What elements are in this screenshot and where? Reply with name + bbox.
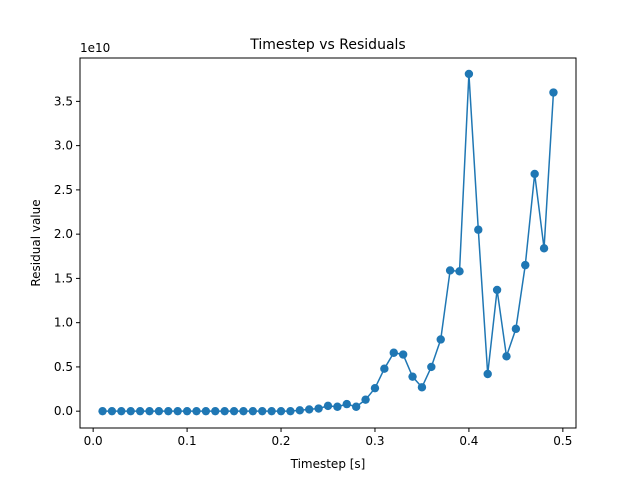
data-point xyxy=(521,260,530,270)
x-tick-label: 0.4 xyxy=(459,434,478,448)
data-point xyxy=(154,406,164,416)
data-point xyxy=(530,169,539,179)
data-point xyxy=(286,406,295,416)
y-axis: 0.0 0.5 1.0 1.5 2.0 2.5 3.0 3.5 xyxy=(54,94,80,418)
axes-frame xyxy=(79,57,577,429)
chart-title: Timestep vs Residuals xyxy=(249,37,405,53)
data-point xyxy=(361,395,370,404)
x-tick-label: 0.2 xyxy=(271,434,290,448)
data-point xyxy=(502,352,511,361)
y-tick-label: 0.5 xyxy=(54,360,73,374)
data-point xyxy=(408,372,417,381)
x-tick-label: 0.1 xyxy=(178,434,197,448)
data-point xyxy=(276,406,286,416)
data-point xyxy=(107,406,117,416)
data-point xyxy=(314,404,323,413)
x-tick-label: 0.0 xyxy=(84,434,103,448)
data-point xyxy=(182,406,192,416)
y-tick-label: 1.0 xyxy=(54,316,73,330)
data-point xyxy=(445,266,455,275)
y-tick-label: 0.0 xyxy=(54,404,73,418)
data-point xyxy=(333,402,342,411)
data-point xyxy=(539,244,549,253)
y-tick-label: 3.0 xyxy=(54,139,73,153)
y-tick-label: 1.5 xyxy=(54,271,73,285)
data-point xyxy=(248,406,258,416)
data-point xyxy=(211,406,220,416)
data-point xyxy=(126,406,135,416)
data-point xyxy=(295,406,305,415)
data-point xyxy=(220,406,229,416)
data-point xyxy=(474,225,483,234)
x-axis: 0.0 0.1 0.2 0.3 0.4 0.5 xyxy=(84,428,572,448)
x-tick-label: 0.5 xyxy=(553,434,572,448)
data-point xyxy=(98,406,107,416)
y-axis-label: Residual value xyxy=(29,199,43,286)
data-point xyxy=(342,399,351,409)
data-point xyxy=(511,324,521,334)
data-point xyxy=(380,364,389,373)
data-point xyxy=(436,335,445,344)
data-point xyxy=(164,406,173,416)
data-point xyxy=(145,406,154,416)
data-point xyxy=(464,69,474,79)
data-point xyxy=(398,350,408,359)
data-point xyxy=(229,406,239,416)
data-point xyxy=(427,362,436,372)
data-point xyxy=(492,285,502,295)
y-tick-label: 2.0 xyxy=(54,227,73,241)
data-point xyxy=(192,406,201,416)
data-point xyxy=(549,88,558,97)
data-point xyxy=(135,406,145,416)
data-point xyxy=(173,406,182,416)
data-point xyxy=(455,267,464,276)
data-point xyxy=(351,402,361,411)
y-tick-label: 2.5 xyxy=(54,183,73,197)
series-layer xyxy=(98,69,558,416)
data-point xyxy=(389,348,398,357)
data-point xyxy=(258,406,267,416)
data-point xyxy=(305,405,314,414)
data-point xyxy=(117,406,126,416)
y-offset-label: 1e10 xyxy=(80,41,110,55)
data-point xyxy=(323,401,333,411)
data-point xyxy=(239,406,248,416)
data-point xyxy=(483,369,492,379)
data-point xyxy=(370,383,380,393)
x-axis-label: Timestep [s] xyxy=(290,457,366,471)
data-point xyxy=(417,383,427,392)
y-tick-label: 3.5 xyxy=(54,94,73,108)
data-point xyxy=(201,406,211,416)
x-tick-label: 0.3 xyxy=(365,434,384,448)
data-point xyxy=(267,406,276,416)
